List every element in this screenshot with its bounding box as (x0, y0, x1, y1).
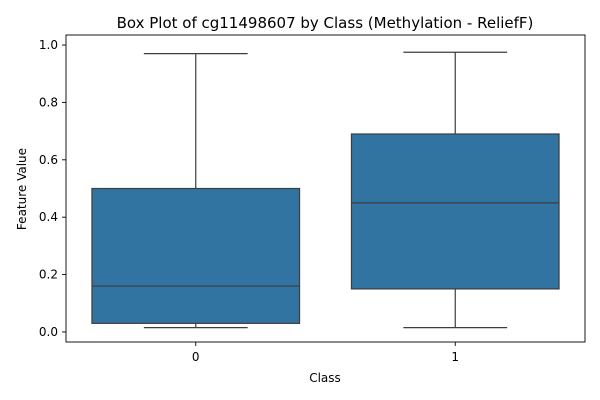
y-tick-label: 0.2 (39, 268, 58, 282)
y-tick-label: 0.8 (39, 95, 58, 109)
plot-area: 0.0 0.2 0.4 0.6 0.8 1.0 0 1 (39, 34, 586, 364)
box-class-1 (350, 133, 560, 290)
y-axis-label: Feature Value (15, 148, 29, 230)
chart-title: Box Plot of cg11498607 by Class (Methyla… (117, 14, 534, 32)
y-tick-label: 0.0 (39, 325, 58, 339)
axes-frame (65, 34, 586, 343)
y-tick-label: 0.6 (39, 153, 58, 167)
x-tick-label: 0 (192, 350, 200, 364)
y-tick-label: 1.0 (39, 38, 58, 52)
box-class-0 (91, 187, 301, 324)
x-tick-label: 1 (451, 350, 459, 364)
y-tick-label: 0.4 (39, 210, 58, 224)
x-axis-label: Class (309, 371, 341, 385)
